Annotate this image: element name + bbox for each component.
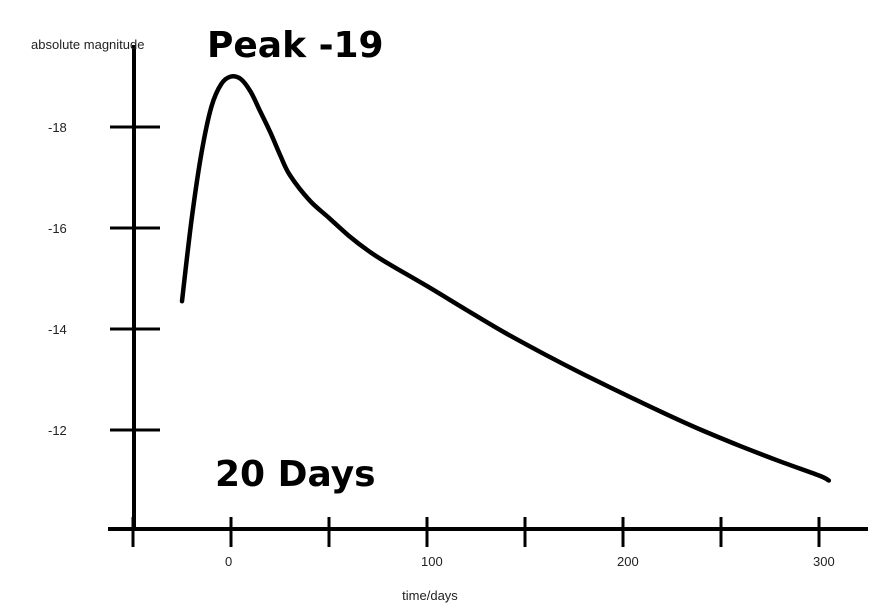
- annotation-peak: Peak -19: [207, 25, 384, 66]
- y-tick-label-neg16: -16: [48, 221, 67, 236]
- series-line-light-curve: [179, 73, 832, 483]
- y-tick-label-neg14: -14: [48, 322, 67, 337]
- y-tick-label-neg18: -18: [48, 120, 67, 135]
- annotation-days: 20 Days: [215, 454, 376, 495]
- y-axis-label: absolute magnitude: [31, 37, 144, 52]
- y-tick-label-neg12: -12: [48, 423, 67, 438]
- x-tick-label-100: 100: [421, 554, 443, 569]
- x-tick-label-300: 300: [813, 554, 835, 569]
- axis-ticks: [110, 125, 821, 547]
- x-tick-label-200: 200: [617, 554, 639, 569]
- x-tick-label-0: 0: [225, 554, 232, 569]
- x-axis-label: time/days: [402, 588, 458, 603]
- axis-tick-labels: -18 -16 -14 -12 0 100 200 300: [48, 120, 835, 569]
